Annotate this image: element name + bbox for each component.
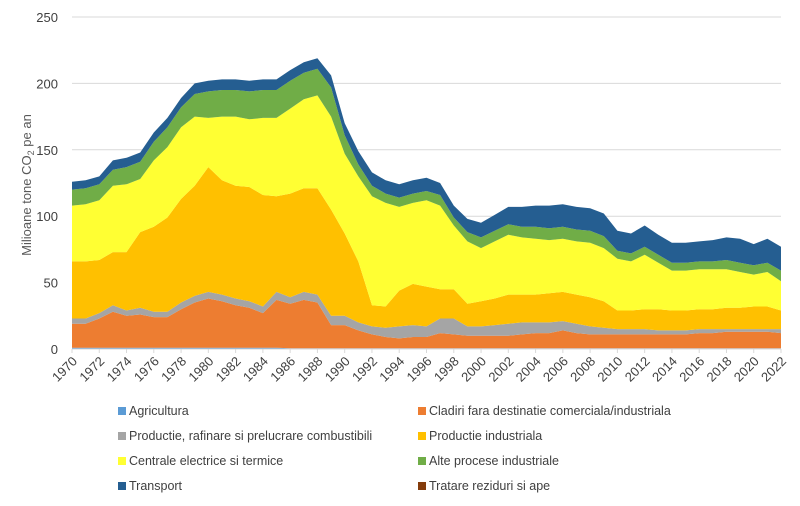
y-tick-label: 50 xyxy=(44,276,58,291)
y-tick-label: 100 xyxy=(36,209,58,224)
x-tick-label: 1992 xyxy=(349,354,380,385)
x-tick-label: 2004 xyxy=(513,354,544,385)
x-tick-label: 1982 xyxy=(213,354,244,385)
legend-swatch xyxy=(418,481,426,490)
x-tick-label: 1986 xyxy=(267,354,298,385)
y-tick-label: 0 xyxy=(51,342,58,357)
legend-item: Transport xyxy=(118,477,418,494)
y-axis-label-suffix: pe an xyxy=(19,114,34,150)
x-tick-label: 2014 xyxy=(649,354,680,385)
x-tick-label: 1972 xyxy=(76,354,107,385)
x-tick-label: 2008 xyxy=(567,354,598,385)
x-tick-label: 2000 xyxy=(458,354,489,385)
x-axis-ticks: 1970197219741976197819801982198419861988… xyxy=(49,349,789,385)
x-tick-label: 1976 xyxy=(131,354,162,385)
legend-label: Cladiri fara destinatie comerciala/indus… xyxy=(429,403,671,418)
legend-label: Transport xyxy=(129,478,183,493)
legend-item: Productie, rafinare si prelucrare combus… xyxy=(118,427,418,444)
x-tick-label: 1998 xyxy=(431,354,462,385)
legend-label: Productie, rafinare si prelucrare combus… xyxy=(129,428,373,443)
legend-swatch xyxy=(418,456,426,465)
y-axis-label: Milioane tone CO2 pe an xyxy=(19,114,36,256)
y-axis-label-main: Milioane tone CO xyxy=(19,155,34,255)
legend-swatch xyxy=(118,431,126,440)
legend-swatch xyxy=(118,406,126,415)
legend-item: Cladiri fara destinatie comerciala/indus… xyxy=(418,402,758,419)
legend-swatch xyxy=(418,406,426,415)
x-tick-label: 2002 xyxy=(485,354,516,385)
x-tick-label: 2006 xyxy=(540,354,571,385)
x-tick-label: 2012 xyxy=(622,354,653,385)
legend-swatch xyxy=(418,431,426,440)
x-tick-label: 1980 xyxy=(185,354,216,385)
legend-item: Centrale electrice si termice xyxy=(118,452,418,469)
legend-label: Productie industriala xyxy=(429,428,543,443)
legend-item: Agricultura xyxy=(118,402,418,419)
legend-label: Tratare reziduri si ape xyxy=(429,478,551,493)
x-tick-label: 2018 xyxy=(704,354,735,385)
x-tick-label: 1984 xyxy=(240,354,271,385)
area-series-3 xyxy=(72,167,781,331)
y-axis-ticks: 0 50 100 150 200 250 xyxy=(36,10,58,357)
y-tick-label: 200 xyxy=(36,76,58,91)
legend-item: Tratare reziduri si ape xyxy=(418,477,758,494)
legend-item: Alte procese industriale xyxy=(418,452,758,469)
legend-swatch xyxy=(118,456,126,465)
y-tick-label: 150 xyxy=(36,143,58,158)
area-series-4 xyxy=(72,95,781,311)
x-tick-label: 1994 xyxy=(376,354,407,385)
legend-swatch xyxy=(118,481,126,490)
legend-item: Productie industriala xyxy=(418,427,758,444)
x-tick-label: 2016 xyxy=(676,354,707,385)
x-tick-label: 1974 xyxy=(104,354,135,385)
x-tick-label: 1978 xyxy=(158,354,189,385)
y-axis-label-subscript: 2 xyxy=(26,150,36,155)
x-tick-label: 1996 xyxy=(404,354,435,385)
x-tick-label: 1990 xyxy=(322,354,353,385)
area-series-2 xyxy=(72,291,781,339)
legend-label: Agricultura xyxy=(129,403,189,418)
x-tick-label: 1970 xyxy=(49,354,80,385)
x-tick-label: 2020 xyxy=(731,354,762,385)
area-series-6 xyxy=(72,58,781,271)
x-tick-label: 1988 xyxy=(294,354,325,385)
x-tick-label: 2010 xyxy=(594,354,625,385)
legend-label: Alte procese industriale xyxy=(429,453,559,468)
stacked-areas xyxy=(72,58,781,349)
legend-label: Centrale electrice si termice xyxy=(129,453,284,468)
x-tick-label: 2022 xyxy=(758,354,789,385)
y-tick-label: 250 xyxy=(36,10,58,25)
legend: Agricultura Cladiri fara destinatie comer… xyxy=(118,402,758,494)
area-series-1 xyxy=(72,298,781,349)
